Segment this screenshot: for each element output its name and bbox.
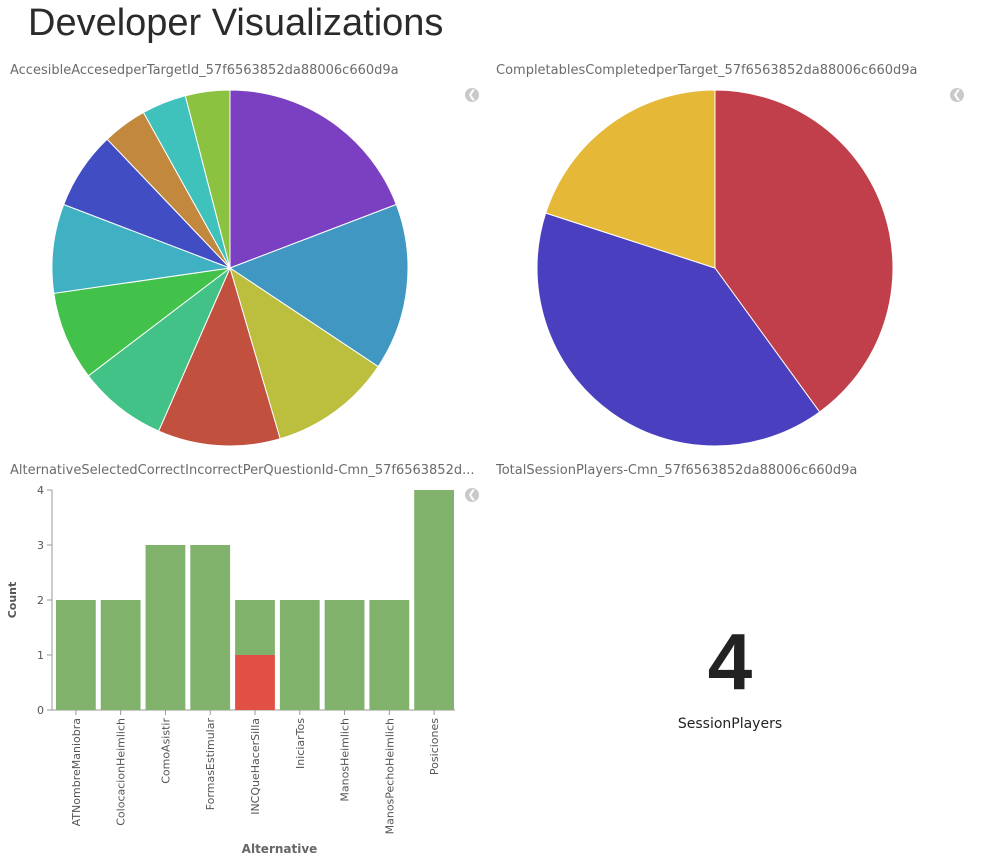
x-axis-label: Alternative	[242, 842, 318, 854]
y-tick-label: 2	[37, 594, 44, 607]
bar[interactable]	[190, 545, 231, 710]
chevron-left-icon[interactable]: ❮	[950, 88, 964, 102]
bar[interactable]	[145, 545, 186, 710]
metric-label: SessionPlayers	[677, 716, 783, 732]
x-tick-label: ComoAsistir	[159, 718, 172, 784]
pie-slice[interactable]	[184, 89, 231, 269]
x-tick-label: INCQueHacerSilla	[249, 718, 262, 815]
x-tick-label: ManosHeimlich	[339, 718, 352, 802]
pie-chart-completables	[536, 89, 894, 447]
panel-title: AccesibleAccesedperTargetId_57f6563852da…	[10, 63, 399, 78]
y-tick-label: 4	[37, 484, 44, 497]
y-tick-label: 3	[37, 539, 44, 552]
pie-slice[interactable]	[229, 266, 379, 440]
panel-title: CompletablesCompletedperTarget_57f656385…	[496, 63, 918, 78]
bar[interactable]	[235, 600, 275, 655]
pie-slice[interactable]	[157, 266, 281, 447]
x-tick-label: ManosPechoHeimlich	[383, 718, 396, 834]
pie-slice[interactable]	[53, 267, 232, 377]
pie-slice[interactable]	[228, 203, 409, 368]
x-tick-label: ColocacionHeimlich	[115, 718, 128, 826]
pie-slice[interactable]	[87, 266, 232, 432]
page-title: Developer Visualizations	[28, 2, 444, 44]
pie-slice[interactable]	[714, 89, 894, 413]
chevron-left-icon[interactable]: ❮	[465, 88, 479, 102]
y-axis-label: Count	[6, 582, 19, 619]
chevron-left-icon[interactable]: ❮	[465, 488, 479, 502]
x-tick-label: ATNombreManiobra	[70, 718, 83, 826]
y-tick-label: 1	[37, 649, 44, 662]
panel-title: TotalSessionPlayers-Cmn_57f6563852da8800…	[496, 463, 858, 478]
bar[interactable]	[56, 600, 96, 710]
bar[interactable]	[100, 600, 141, 710]
bar-chart-alternatives: 0 1 2 3 4 ATNombreManiobra ColocacionHeimlich C…	[6, 484, 455, 854]
panel-title: AlternativeSelectedCorrectIncorrectPerQu…	[10, 463, 475, 478]
pie-slice[interactable]	[545, 89, 716, 269]
y-tick-label: 0	[37, 704, 44, 717]
bar[interactable]	[235, 655, 275, 710]
x-tick-label: Posiciones	[428, 718, 441, 775]
x-tick-label: FormasEstimular	[204, 718, 217, 811]
pie-slice[interactable]	[51, 203, 232, 294]
pie-slice[interactable]	[536, 212, 821, 447]
metric-value: 4	[707, 617, 753, 706]
x-tick-label: IniciarTos	[294, 718, 307, 769]
bar[interactable]	[369, 600, 410, 710]
bar[interactable]	[279, 600, 320, 710]
pie-slice[interactable]	[229, 89, 397, 269]
bar[interactable]	[324, 600, 365, 710]
bar[interactable]	[414, 490, 454, 710]
pie-chart-accesible	[51, 89, 409, 447]
